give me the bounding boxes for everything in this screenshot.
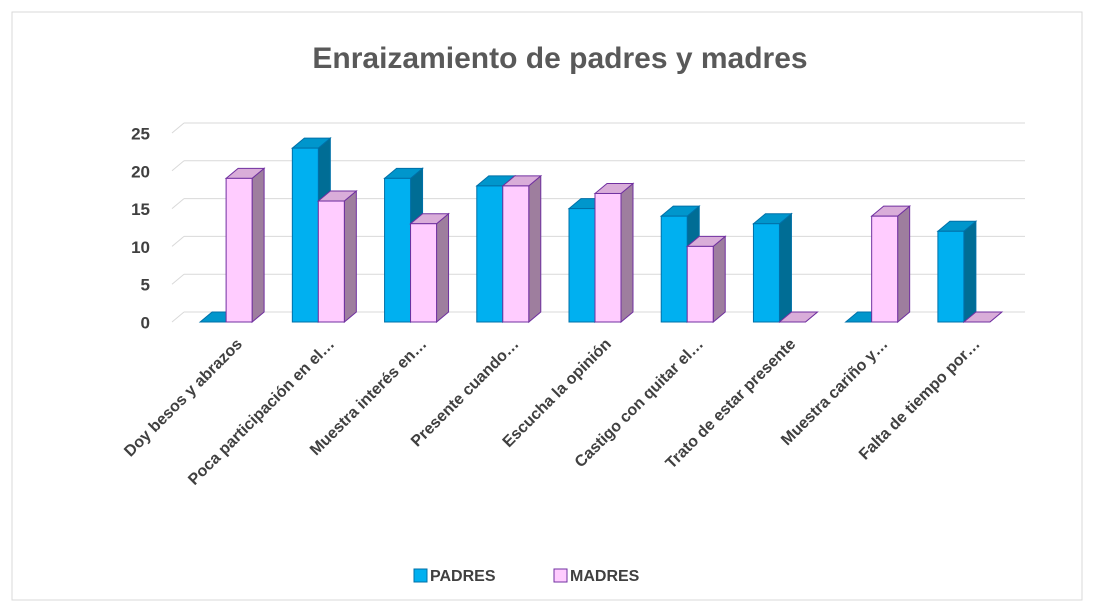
grid-line — [171, 160, 185, 172]
bar-front — [937, 230, 965, 323]
legend-swatch — [553, 568, 568, 583]
bar — [224, 167, 266, 324]
bar — [593, 182, 635, 324]
bar — [962, 311, 1004, 323]
y-tick-label: 20 — [131, 162, 150, 181]
y-tick-label: 25 — [131, 124, 150, 143]
bar-top — [962, 311, 1004, 323]
bar-front — [752, 223, 780, 323]
bar-side — [897, 205, 911, 324]
grid-line — [171, 122, 185, 134]
bar-front — [660, 215, 688, 323]
bar-side — [963, 220, 977, 324]
y-tick-label: 15 — [131, 200, 150, 219]
bar-front — [410, 223, 438, 323]
bar — [409, 212, 450, 324]
bar-side — [778, 212, 792, 324]
grid-line — [171, 273, 185, 285]
y-tick-label: 10 — [131, 238, 150, 257]
bar — [316, 189, 358, 324]
bar-side — [712, 235, 726, 324]
bar-front — [594, 192, 622, 323]
bar — [685, 235, 727, 324]
grid-line — [171, 311, 185, 323]
bar-side — [343, 189, 357, 324]
bar-side — [528, 174, 542, 324]
legend-label: PADRES — [430, 568, 496, 585]
bar — [752, 212, 793, 324]
y-tick-label: 0 — [141, 313, 150, 332]
chart-border — [11, 11, 1083, 601]
bar-front — [476, 185, 504, 323]
bar-top — [778, 311, 819, 323]
bar-side — [251, 167, 265, 324]
legend-label: MADRES — [570, 568, 640, 585]
grid-line — [171, 198, 185, 209]
y-tick-label: 5 — [141, 276, 150, 295]
chart-title: Enraizamiento de padres y madres — [312, 42, 807, 75]
bar — [936, 220, 978, 324]
bar-side — [620, 182, 634, 324]
bar — [870, 205, 912, 324]
grid-line — [171, 236, 185, 247]
bar-front — [225, 177, 253, 323]
bar-side — [436, 212, 450, 324]
bar-front — [871, 215, 899, 323]
bar-front — [686, 245, 714, 323]
bar-front — [317, 200, 345, 323]
bar — [778, 311, 819, 323]
bar-front — [502, 185, 530, 323]
bar-front — [384, 177, 412, 323]
bar-front — [568, 208, 596, 323]
legend-swatch — [413, 568, 428, 583]
bar — [501, 174, 543, 324]
bar-front — [291, 147, 319, 323]
